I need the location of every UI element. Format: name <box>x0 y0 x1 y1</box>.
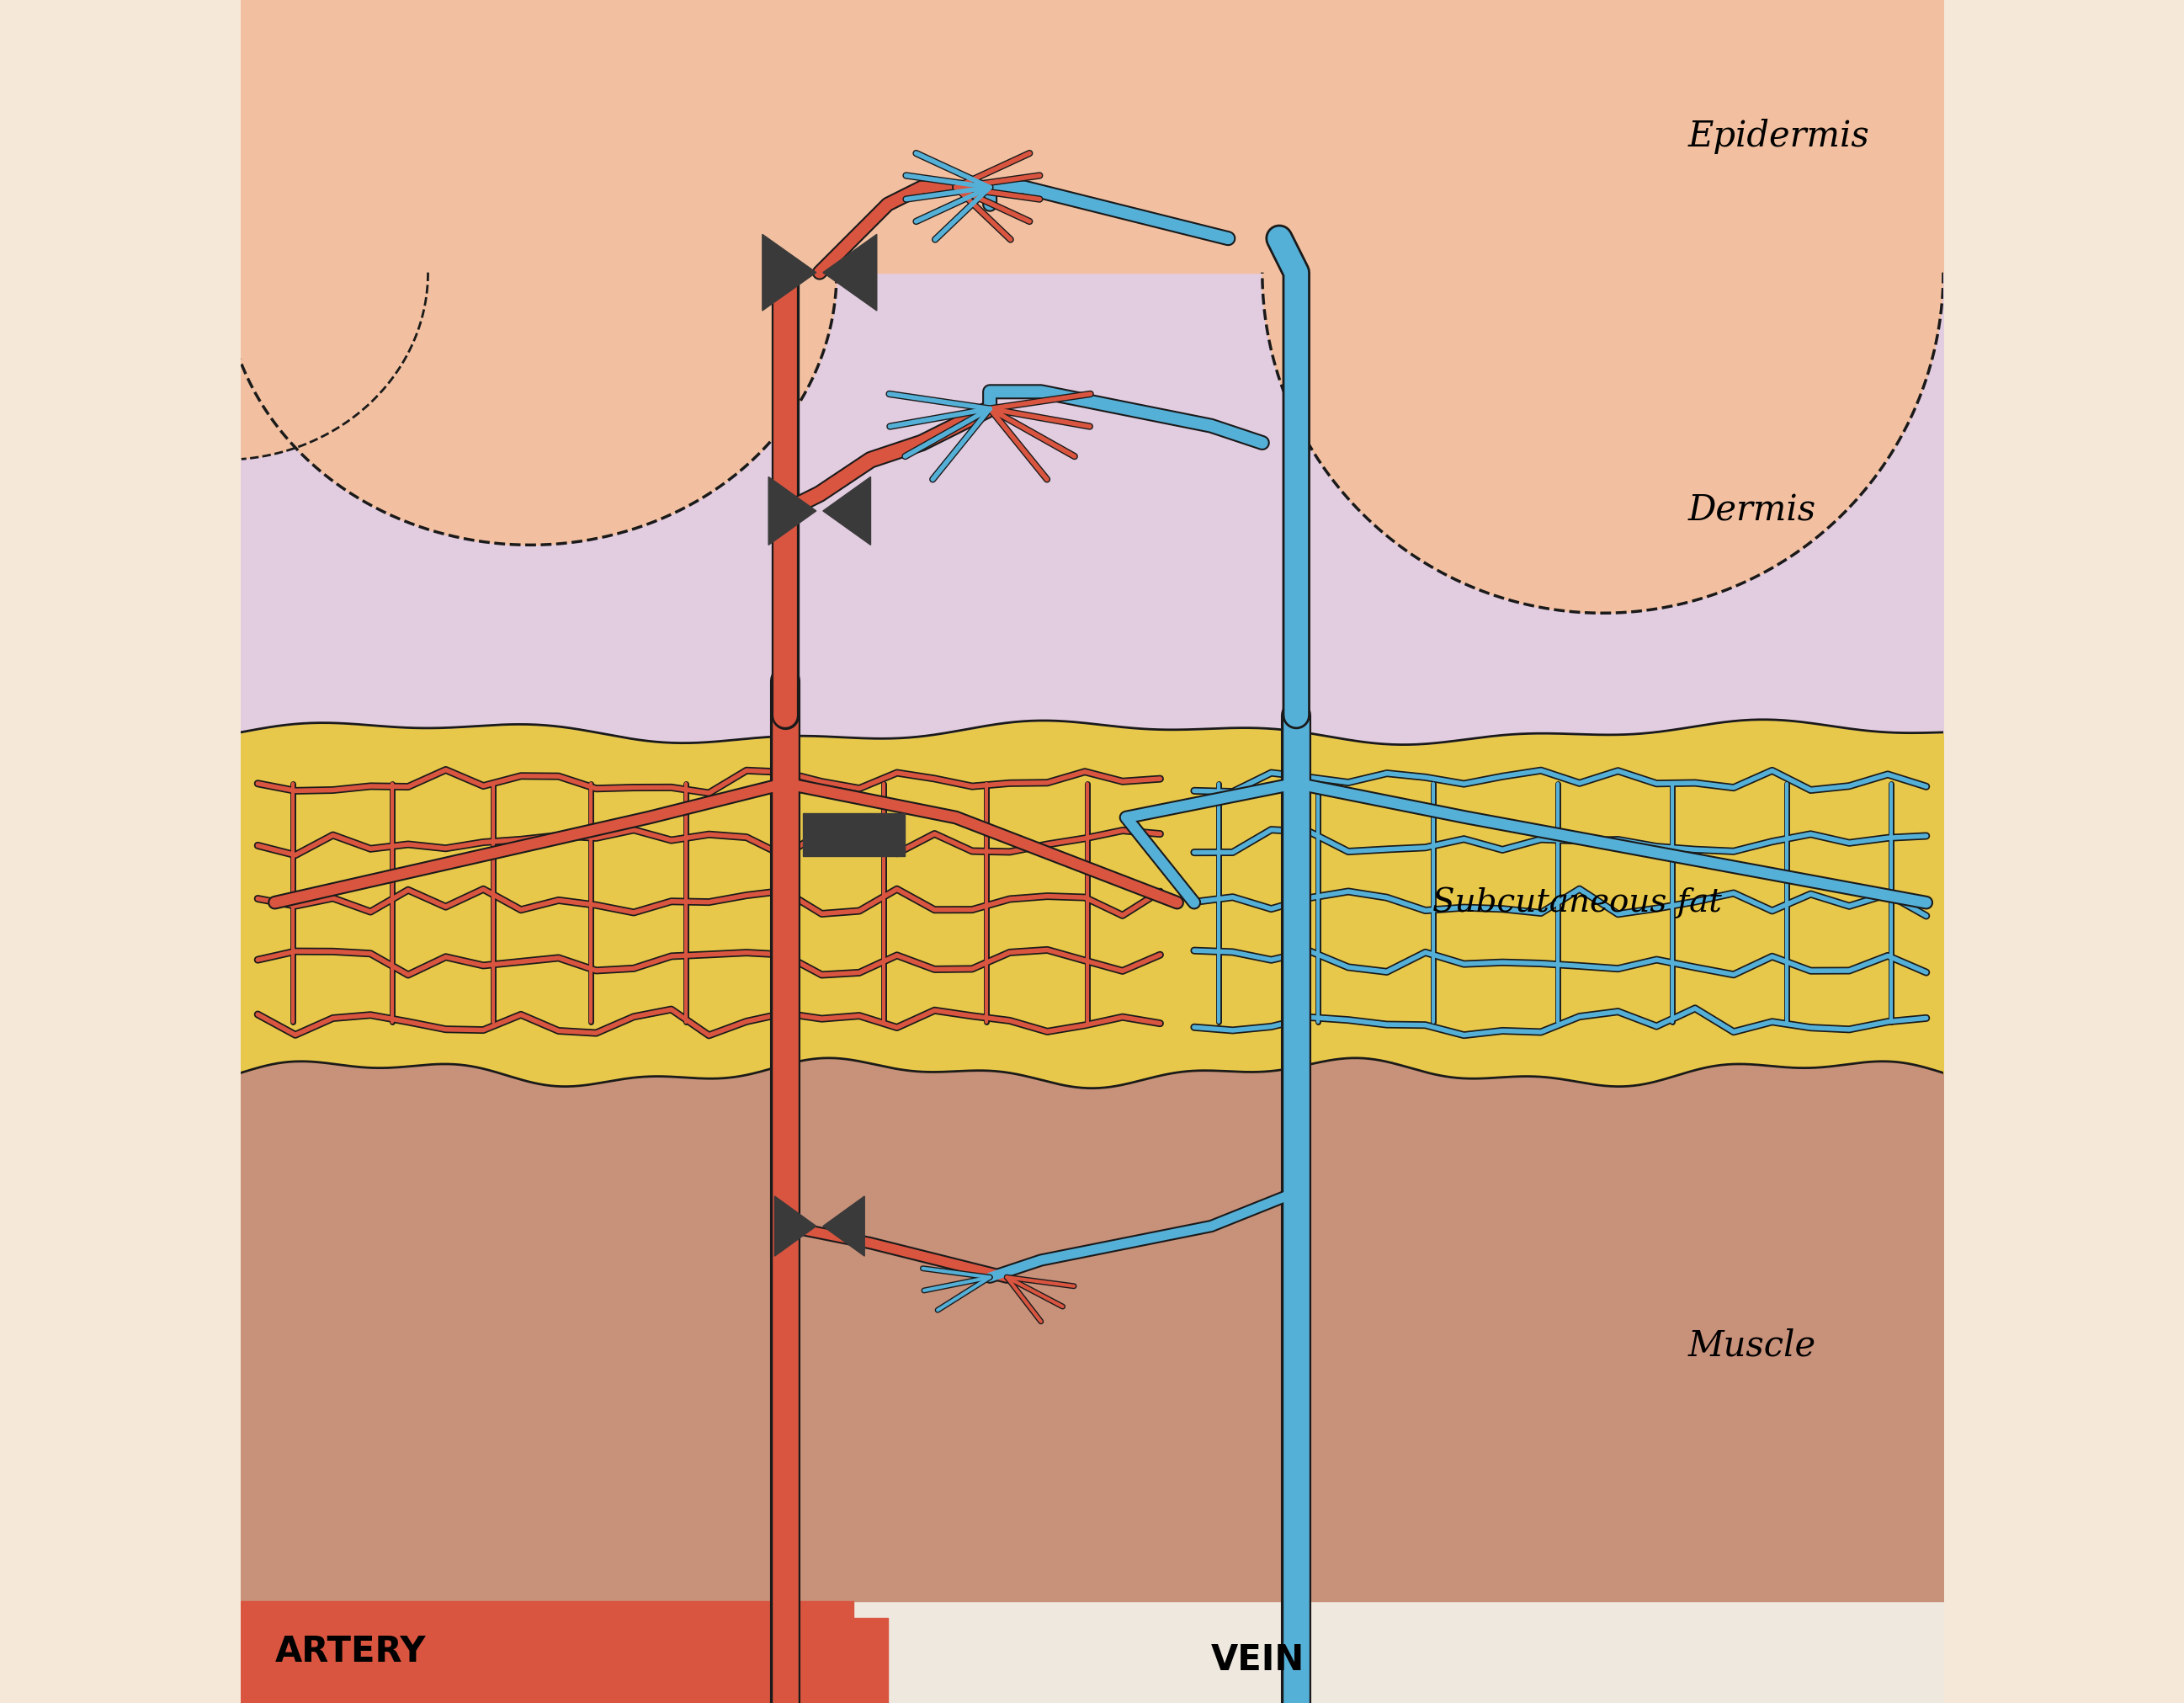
Polygon shape <box>223 272 836 545</box>
Text: VEIN: VEIN <box>1212 1643 1304 1677</box>
Text: Epidermis: Epidermis <box>1688 119 1870 153</box>
Bar <box>802 814 904 857</box>
Polygon shape <box>762 235 817 310</box>
Polygon shape <box>823 477 871 545</box>
Polygon shape <box>823 235 876 310</box>
Text: Subcutaneous fat: Subcutaneous fat <box>1433 887 1721 918</box>
Text: Dermis: Dermis <box>1688 494 1815 528</box>
Polygon shape <box>240 272 428 460</box>
Polygon shape <box>1262 272 1944 613</box>
Polygon shape <box>240 1601 854 1703</box>
Polygon shape <box>240 1618 887 1703</box>
Polygon shape <box>769 477 817 545</box>
Polygon shape <box>775 1196 817 1257</box>
Text: Muscle: Muscle <box>1688 1328 1815 1362</box>
Polygon shape <box>823 1196 865 1257</box>
Text: ARTERY: ARTERY <box>275 1635 426 1669</box>
